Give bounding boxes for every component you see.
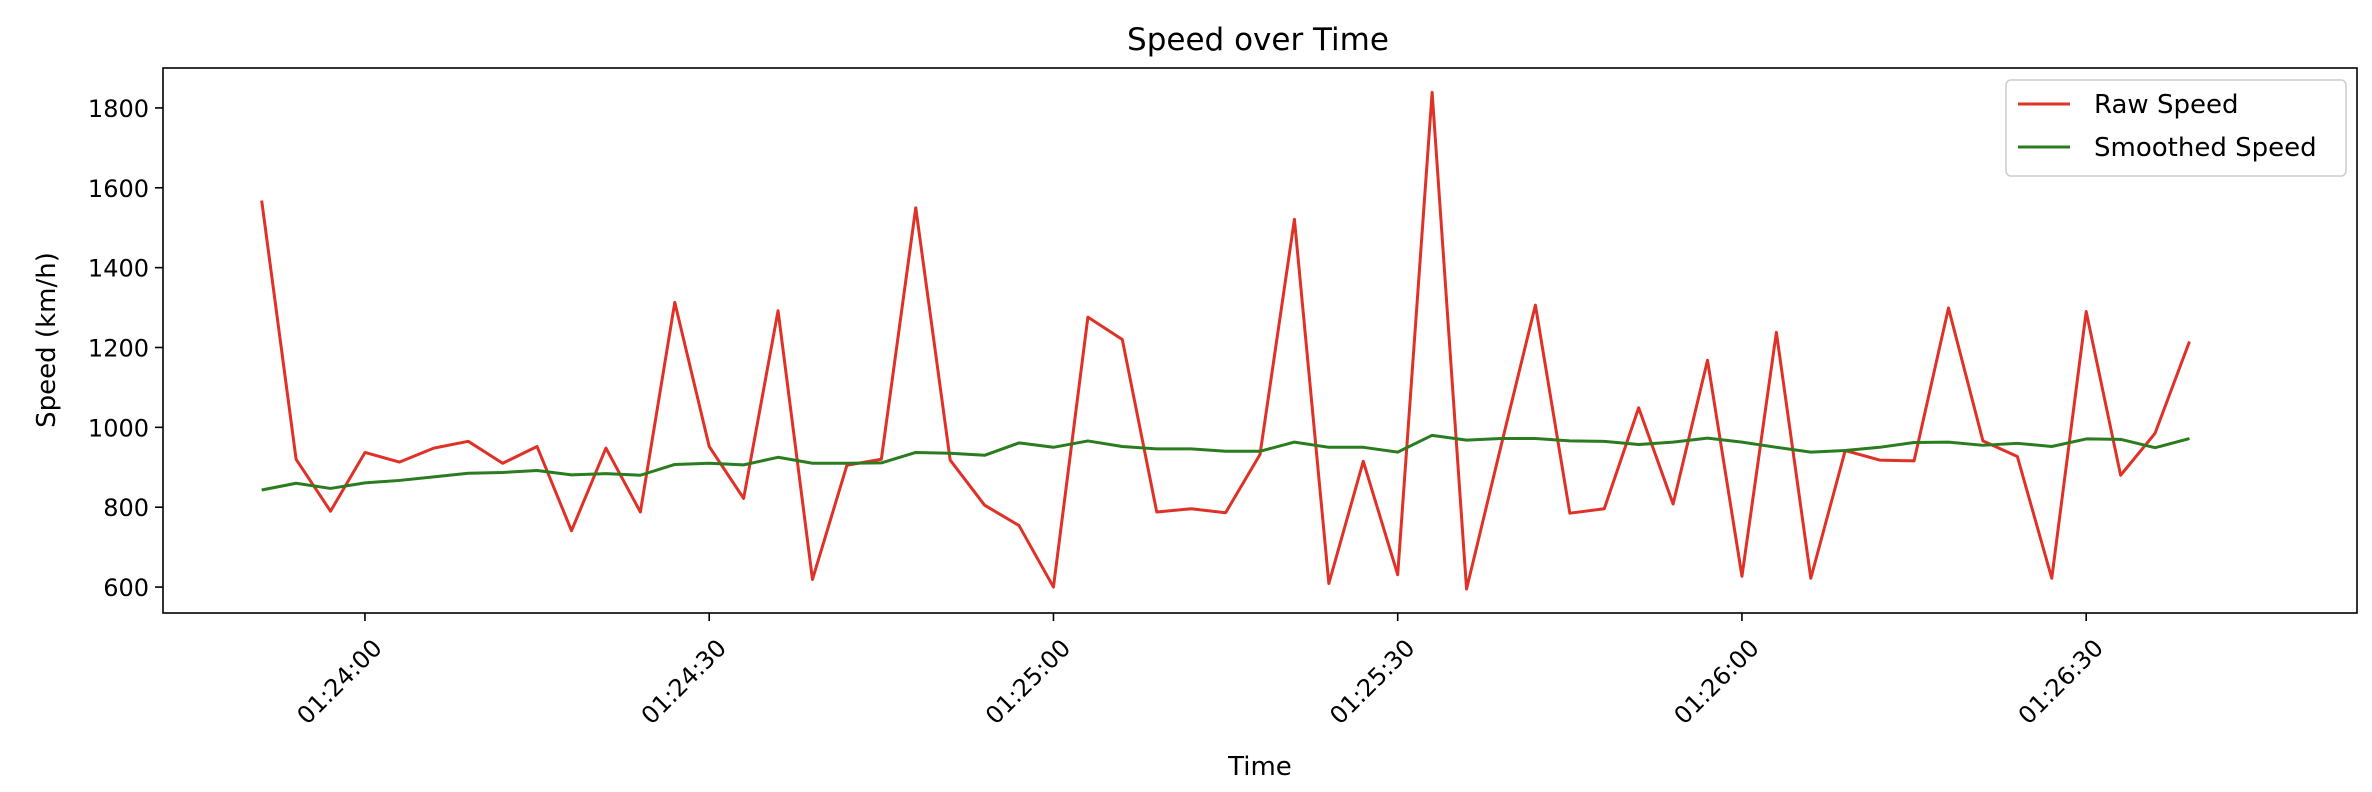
series-line-raw-speed xyxy=(260,90,2191,591)
legend-box xyxy=(2005,79,2347,177)
y-tick-label: 800 xyxy=(103,494,149,522)
series-line-smoothed-speed xyxy=(261,433,2190,492)
y-tick-label: 1800 xyxy=(88,95,149,123)
y-axis-title: Speed (km/h) xyxy=(32,252,62,428)
y-tick-label: 1400 xyxy=(88,255,149,283)
x-axis-title: Time xyxy=(1227,752,1292,782)
chart-legend: Raw Speed Smoothed Speed xyxy=(2005,79,2347,177)
y-tick-label: 1000 xyxy=(88,414,149,442)
y-tick-label: 1200 xyxy=(88,334,149,362)
plot-area xyxy=(260,90,2191,591)
y-tick-label: 600 xyxy=(103,574,149,602)
chart-title: Speed over Time xyxy=(1127,22,1389,58)
legend-label-smoothed-speed: Smoothed Speed xyxy=(2094,133,2317,163)
legend-label-raw-speed: Raw Speed xyxy=(2094,90,2238,120)
plot-frame xyxy=(162,67,2358,614)
y-tick-label: 1600 xyxy=(88,175,149,203)
